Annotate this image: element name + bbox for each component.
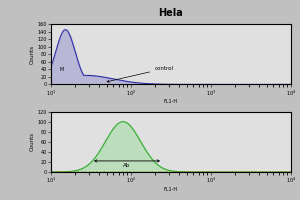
Text: M: M	[60, 67, 64, 72]
X-axis label: FL1-H: FL1-H	[164, 99, 178, 104]
Y-axis label: Counts: Counts	[30, 45, 35, 64]
Text: control: control	[107, 66, 174, 82]
X-axis label: FL1-H: FL1-H	[164, 187, 178, 192]
Y-axis label: Counts: Counts	[30, 132, 35, 151]
Text: Hela: Hela	[159, 8, 183, 18]
Text: Ab: Ab	[123, 163, 130, 168]
